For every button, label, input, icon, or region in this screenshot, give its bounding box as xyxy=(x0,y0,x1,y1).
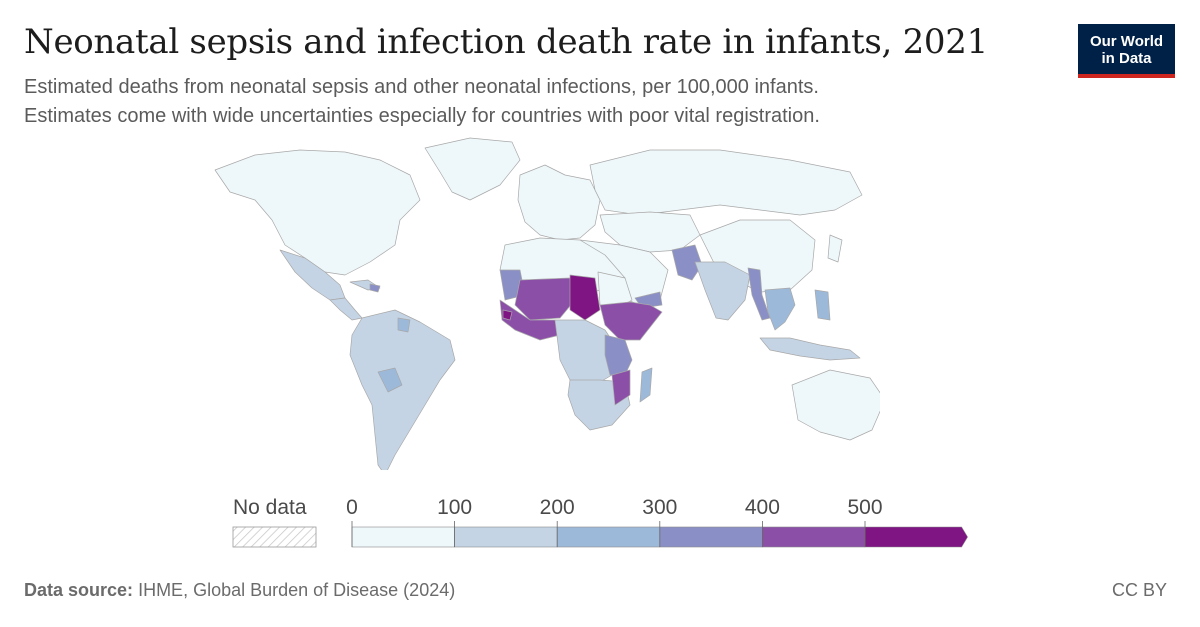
bolivia-region[interactable] xyxy=(377,367,403,393)
russia-region[interactable] xyxy=(589,149,863,216)
legend-bin-2[interactable] xyxy=(556,526,661,548)
legend-bin-0[interactable] xyxy=(351,526,455,548)
data-source-text: IHME, Global Burden of Disease (2024) xyxy=(138,580,456,600)
legend-no-data-swatch[interactable] xyxy=(232,526,317,548)
south-america-region[interactable] xyxy=(349,309,456,470)
license-link[interactable]: CC BY xyxy=(1112,580,1168,600)
legend-no-data-label: No data xyxy=(233,496,307,519)
legend-tick-label: 300 xyxy=(642,496,678,519)
greenland-region[interactable] xyxy=(424,137,521,201)
world-map xyxy=(214,137,880,470)
owid-logo[interactable]: Our World in Data xyxy=(1078,24,1175,78)
madagascar-region[interactable] xyxy=(639,367,653,403)
legend-tick-label: 100 xyxy=(437,496,473,519)
data-source: Data source: IHME, Global Burden of Dise… xyxy=(24,580,455,601)
guyana-region[interactable] xyxy=(397,317,411,333)
indonesia-region[interactable] xyxy=(759,337,861,361)
australia-region[interactable] xyxy=(791,369,880,441)
japan-region[interactable] xyxy=(827,234,843,263)
mozambique-region[interactable] xyxy=(611,369,631,406)
north-america-region[interactable] xyxy=(214,149,421,276)
chart-subtitle-line-1: Estimated deaths from neonatal sepsis an… xyxy=(24,76,819,98)
india-region[interactable] xyxy=(694,261,751,321)
chart-title: Neonatal sepsis and infection death rate… xyxy=(24,22,988,62)
data-source-label: Data source: xyxy=(24,580,134,600)
chad-region[interactable] xyxy=(569,274,601,321)
ethiopia-somalia-region[interactable] xyxy=(599,301,663,341)
chart-subtitle-line-2: Estimates come with wide uncertainties e… xyxy=(24,105,820,127)
philippines-region[interactable] xyxy=(814,289,831,321)
legend-bin-5[interactable] xyxy=(864,526,968,548)
southeast-asia-region[interactable] xyxy=(764,287,796,331)
legend-tick-label: 0 xyxy=(346,496,358,519)
haiti-region[interactable] xyxy=(369,283,381,293)
logo-line-2: in Data xyxy=(1101,50,1152,67)
europe-region[interactable] xyxy=(517,164,601,241)
sierra-leone-region[interactable] xyxy=(502,309,513,321)
legend-bin-3[interactable] xyxy=(659,526,763,548)
logo-line-1: Our World xyxy=(1089,33,1164,50)
legend-bin-4[interactable] xyxy=(762,526,866,548)
legend-tick-label: 200 xyxy=(539,496,575,519)
legend-tick-label: 500 xyxy=(847,496,883,519)
legend-tick-label: 400 xyxy=(744,496,780,519)
pakistan-region[interactable] xyxy=(671,244,703,281)
west-africa-region[interactable] xyxy=(499,299,561,341)
legend-bin-1[interactable] xyxy=(454,526,558,548)
